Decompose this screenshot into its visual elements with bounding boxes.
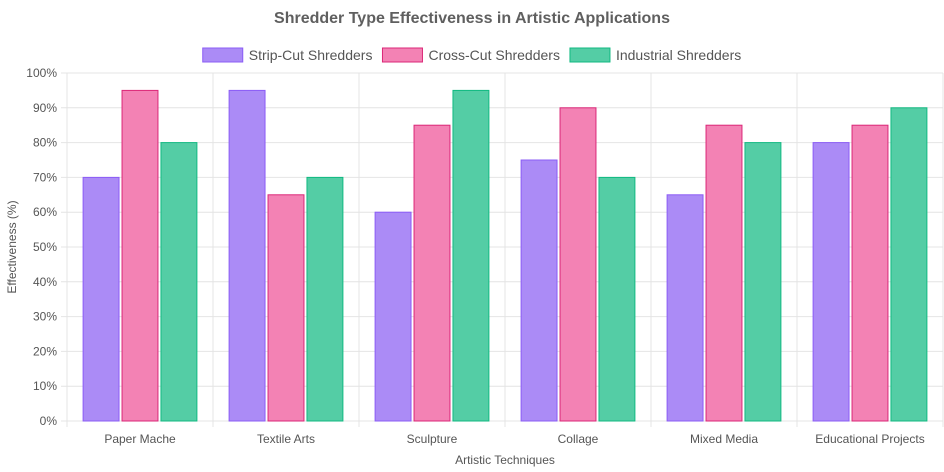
x-tick-label: Collage xyxy=(558,432,599,446)
y-tick-label: 70% xyxy=(33,170,57,184)
bar xyxy=(160,142,198,422)
legend-swatch xyxy=(381,47,423,63)
chart-title: Shredder Type Effectiveness in Artistic … xyxy=(274,10,670,27)
y-tick-label: 0% xyxy=(40,414,58,428)
bar xyxy=(851,124,889,422)
bar xyxy=(82,176,120,422)
bar xyxy=(559,107,597,422)
bar xyxy=(598,176,636,422)
legend-swatch xyxy=(202,47,244,63)
x-axis-label: Artistic Techniques xyxy=(455,453,555,467)
y-tick-label: 60% xyxy=(33,205,57,219)
y-tick-label: 50% xyxy=(33,240,57,254)
y-tick-label: 80% xyxy=(33,136,57,150)
x-tick-label: Mixed Media xyxy=(690,432,758,446)
legend-label: Cross-Cut Shredders xyxy=(428,47,560,63)
x-tick-label: Educational Projects xyxy=(815,432,924,446)
legend: Strip-Cut Shredders Cross-Cut Shredders In… xyxy=(202,47,741,63)
bar xyxy=(413,124,451,422)
bar xyxy=(374,211,412,422)
bar xyxy=(228,89,266,422)
legend-label: Strip-Cut Shredders xyxy=(249,47,373,63)
bar xyxy=(306,176,344,422)
y-tick-label: 20% xyxy=(33,344,57,358)
y-tick-label: 100% xyxy=(26,66,57,80)
bar xyxy=(267,194,305,422)
bar xyxy=(520,159,558,422)
bar xyxy=(452,89,490,422)
bar xyxy=(705,124,743,422)
y-axis-label: Effectiveness (%) xyxy=(5,200,19,293)
x-tick-label: Paper Mache xyxy=(104,432,176,446)
bar xyxy=(890,107,928,422)
bars xyxy=(82,89,928,422)
x-tick-label: Textile Arts xyxy=(257,432,315,446)
y-tick-label: 40% xyxy=(33,275,57,289)
legend-swatch xyxy=(569,47,611,63)
x-tick-label: Sculpture xyxy=(407,432,458,446)
grid-lines xyxy=(61,72,944,427)
bar xyxy=(744,142,782,422)
y-axis-ticks: 0% 10% 20% 30% 40% 50% 60% 70% 80% 90% 100% xyxy=(26,66,57,428)
bar xyxy=(666,194,704,422)
y-tick-label: 10% xyxy=(33,379,57,393)
y-tick-label: 90% xyxy=(33,101,57,115)
x-axis-ticks: Paper Mache Textile Arts Sculpture Collage M… xyxy=(104,432,924,446)
legend-label: Industrial Shredders xyxy=(616,47,741,63)
y-tick-label: 30% xyxy=(33,310,57,324)
bar xyxy=(121,89,159,422)
bar xyxy=(812,142,850,422)
